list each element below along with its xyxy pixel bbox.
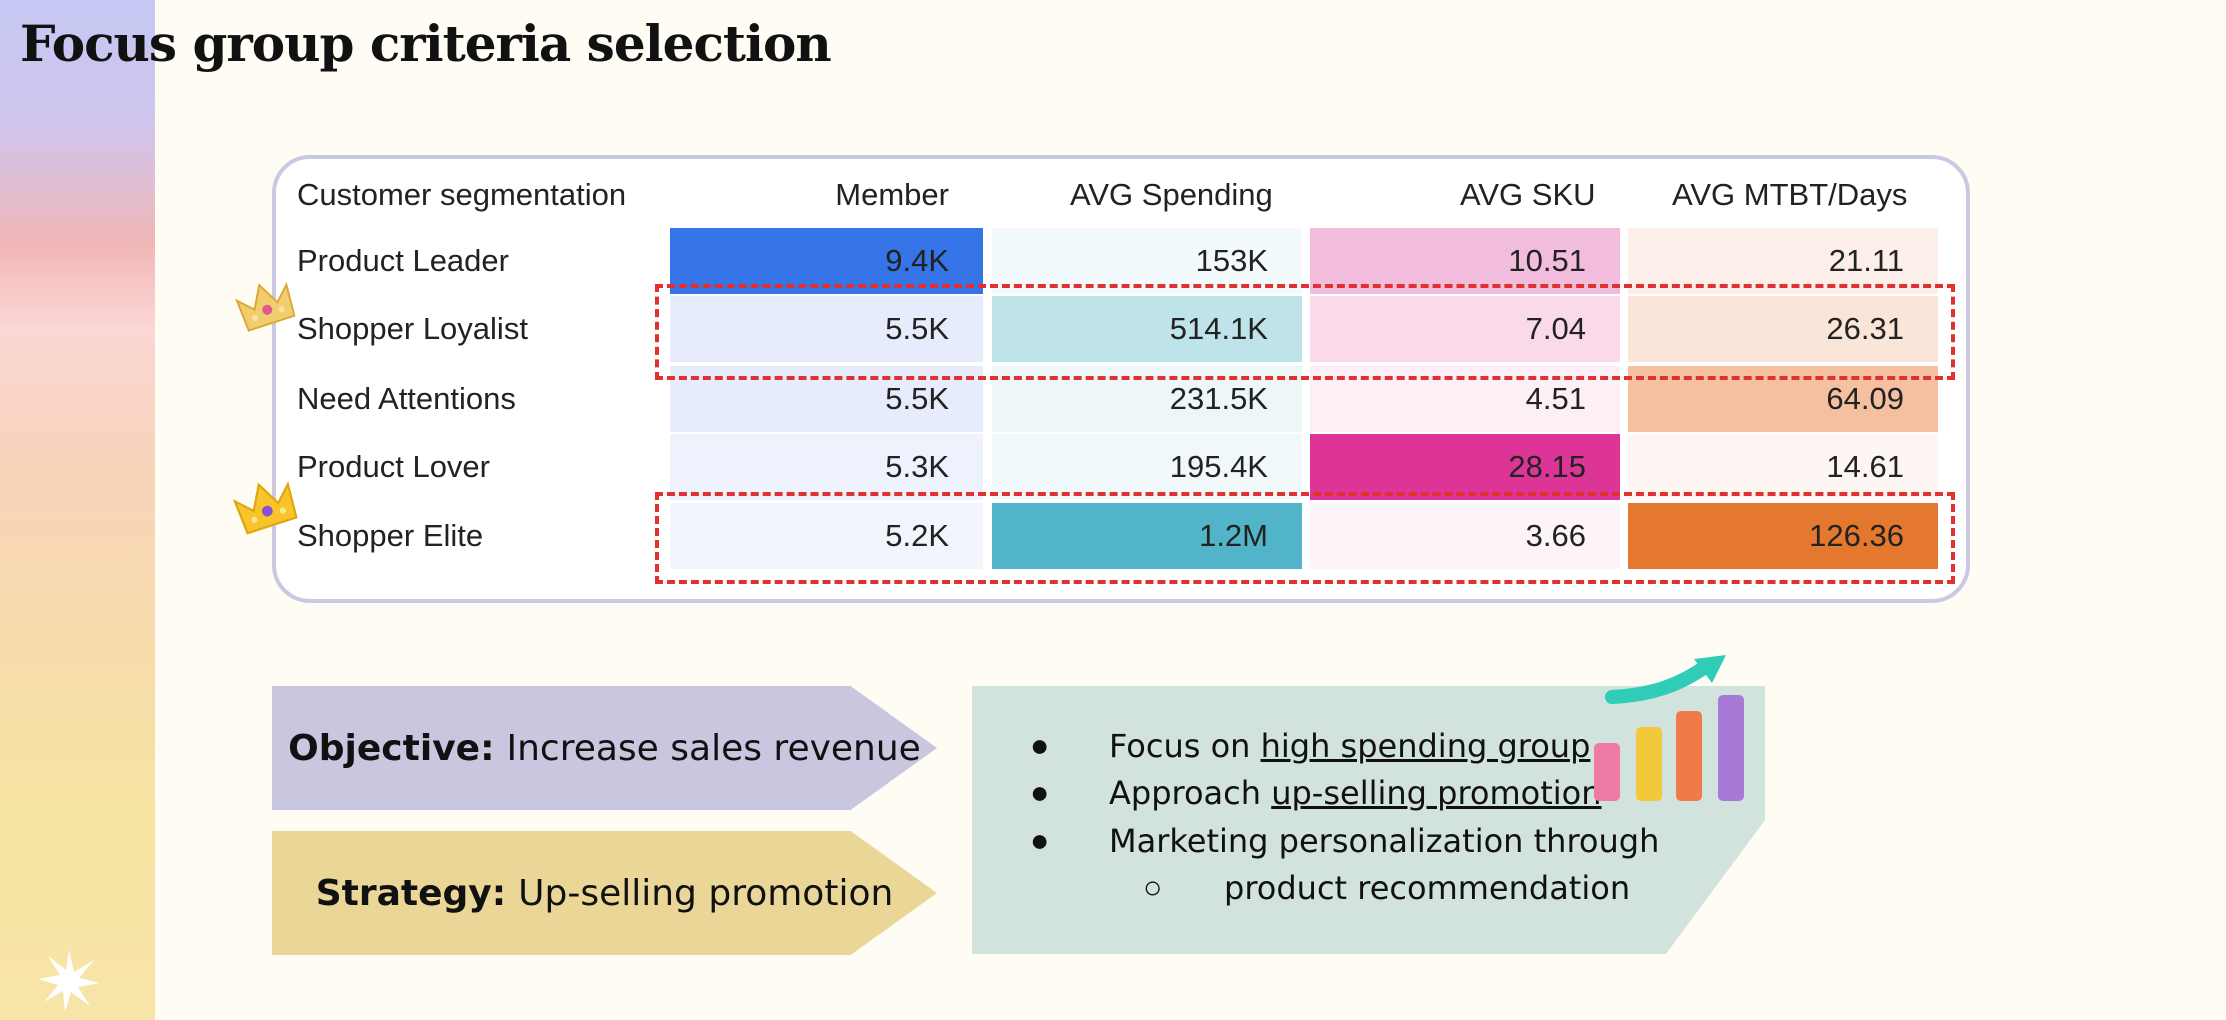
cell-sku: 28.15 — [1310, 434, 1620, 500]
bullet-personalization: Marketing personalization through — [1109, 822, 1660, 860]
cell-mtbt: 21.11 — [1628, 228, 1938, 294]
highlight-shopper-elite — [655, 492, 1955, 584]
bullet-focus: Focus on high spending group — [1109, 727, 1590, 765]
cell-spending: 1.2M — [992, 503, 1302, 569]
row-label-shopper-elite: Shopper Elite — [297, 518, 484, 553]
strategy-text: Up-selling promotion — [518, 872, 894, 914]
crown-icon — [232, 481, 298, 535]
bullet-glyph: ● — [1030, 727, 1050, 763]
sub-bullet-glyph: ○ — [1143, 869, 1163, 905]
cell-sku: 10.51 — [1310, 228, 1620, 294]
bullet-glyph: ● — [1030, 822, 1050, 858]
row-label-need-attentions: Need Attentions — [297, 381, 516, 416]
tactics-panel — [972, 686, 1765, 954]
strategy-banner: Strategy: Up-selling promotion — [272, 831, 937, 955]
sub-bullet-recommendation: product recommendation — [1224, 869, 1631, 907]
highlight-shopper-loyalist — [655, 284, 1955, 380]
bullet-underlined-text: up-selling promotion — [1271, 774, 1602, 812]
bullet-text: Focus on — [1109, 727, 1261, 765]
cell-sku: 3.66 — [1310, 503, 1620, 569]
cell-mtbt: 126.36 — [1628, 503, 1938, 569]
header-segment: Customer segmentation — [297, 177, 627, 212]
cell-mtbt: 14.61 — [1628, 434, 1938, 500]
decorative-side-strip — [0, 0, 155, 1020]
sparkle-icon — [38, 950, 100, 1012]
header-avg-spending: AVG Spending — [1070, 177, 1273, 212]
row-label-shopper-loyalist: Shopper Loyalist — [297, 311, 528, 346]
cell-member: 9.4K — [670, 228, 983, 294]
bullet-text: Approach — [1109, 774, 1272, 812]
row-label-product-leader: Product Leader — [297, 243, 509, 278]
bullet-underlined-text: high spending group — [1260, 727, 1591, 765]
cell-sku: 7.04 — [1310, 296, 1620, 362]
header-avg-mtbt: AVG MTBT/Days — [1672, 177, 1908, 212]
cell-spending: 514.1K — [992, 296, 1302, 362]
objective-text: Increase sales revenue — [506, 727, 921, 769]
header-avg-sku: AVG SKU — [1460, 177, 1596, 212]
bullet-glyph: ● — [1030, 774, 1050, 810]
cell-member: 5.3K — [670, 434, 983, 500]
cell-member: 5.2K — [670, 503, 983, 569]
header-member: Member — [835, 177, 949, 212]
cell-spending: 195.4K — [992, 434, 1302, 500]
objective-banner: Objective: Increase sales revenue — [272, 686, 937, 810]
cell-mtbt: 26.31 — [1628, 296, 1938, 362]
crown-icon — [235, 281, 296, 332]
objective-label: Objective: — [288, 727, 495, 769]
row-label-product-lover: Product Lover — [297, 449, 490, 484]
bullet-approach: Approach up-selling promotion — [1109, 774, 1602, 812]
growth-chart-icon — [1594, 655, 1744, 801]
cell-spending: 153K — [992, 228, 1302, 294]
strategy-label: Strategy: — [315, 872, 507, 914]
page-title: Focus group criteria selection — [20, 14, 832, 73]
cell-member: 5.5K — [670, 296, 983, 362]
